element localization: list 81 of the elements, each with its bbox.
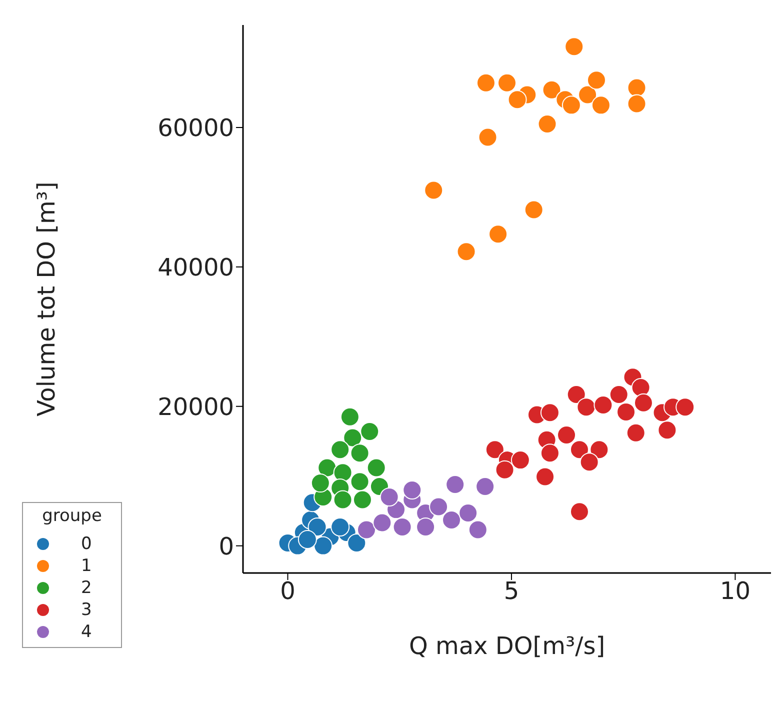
point	[333, 490, 352, 510]
point	[366, 458, 386, 478]
point	[308, 517, 327, 536]
legend-label: 0	[81, 534, 92, 554]
point	[424, 180, 444, 200]
point	[540, 403, 560, 422]
point	[476, 477, 495, 496]
point	[446, 474, 465, 494]
y-axis-title: Volume tot DO [m³]	[32, 182, 61, 416]
legend-label: 3	[81, 600, 92, 620]
point	[590, 440, 609, 460]
point	[392, 517, 412, 536]
point	[352, 490, 372, 510]
legend-title: groupe	[41, 506, 103, 526]
point	[298, 530, 317, 550]
x-tick-label: 5	[504, 577, 520, 606]
point	[442, 510, 462, 530]
x-tick-label: 0	[280, 577, 296, 606]
y-tick-label: 40000	[158, 253, 234, 282]
point	[476, 73, 496, 92]
point	[566, 385, 586, 404]
point	[456, 242, 476, 262]
point	[380, 488, 399, 507]
point	[557, 425, 576, 444]
point	[616, 402, 636, 422]
point	[538, 114, 557, 134]
point	[360, 422, 380, 441]
point	[350, 444, 370, 463]
legend-label: 4	[81, 622, 92, 642]
point	[634, 393, 653, 412]
point	[578, 85, 598, 104]
y-tick-label: 60000	[158, 114, 234, 142]
point	[508, 90, 527, 110]
x-tick-label: 10	[720, 577, 750, 606]
point	[626, 423, 646, 442]
point	[591, 96, 610, 115]
point	[429, 497, 448, 516]
point	[468, 520, 488, 540]
point	[524, 200, 544, 220]
point	[498, 73, 516, 92]
point	[540, 444, 560, 463]
point	[347, 534, 366, 553]
point	[485, 440, 504, 460]
point	[536, 467, 555, 486]
point	[310, 474, 330, 493]
legend-label: 1	[81, 556, 92, 576]
point	[488, 224, 508, 244]
point	[330, 517, 350, 536]
point	[340, 407, 360, 426]
point	[350, 472, 370, 492]
point	[343, 428, 362, 448]
point	[631, 378, 650, 398]
point	[416, 517, 436, 536]
x-axis-title: Q max DO[m³/s]	[408, 632, 606, 660]
point	[570, 502, 589, 522]
point	[510, 450, 530, 470]
point	[562, 96, 581, 115]
point	[478, 128, 498, 147]
point	[576, 398, 596, 417]
point	[676, 398, 695, 417]
point	[330, 440, 350, 460]
point	[357, 520, 376, 540]
point	[627, 78, 646, 98]
y-tick-label: 20000	[158, 392, 234, 421]
point	[658, 420, 677, 440]
point	[314, 536, 333, 556]
point	[458, 504, 478, 523]
y-tick-label: 0	[218, 532, 234, 560]
point	[609, 385, 628, 404]
point	[542, 80, 562, 100]
point	[495, 460, 514, 480]
point	[586, 70, 606, 90]
point	[627, 94, 646, 114]
point	[333, 463, 352, 482]
legend-label: 2	[81, 578, 92, 598]
point	[372, 513, 392, 532]
point	[564, 37, 584, 56]
point	[402, 480, 422, 500]
point	[570, 440, 589, 460]
point	[594, 395, 613, 414]
point	[580, 452, 599, 472]
